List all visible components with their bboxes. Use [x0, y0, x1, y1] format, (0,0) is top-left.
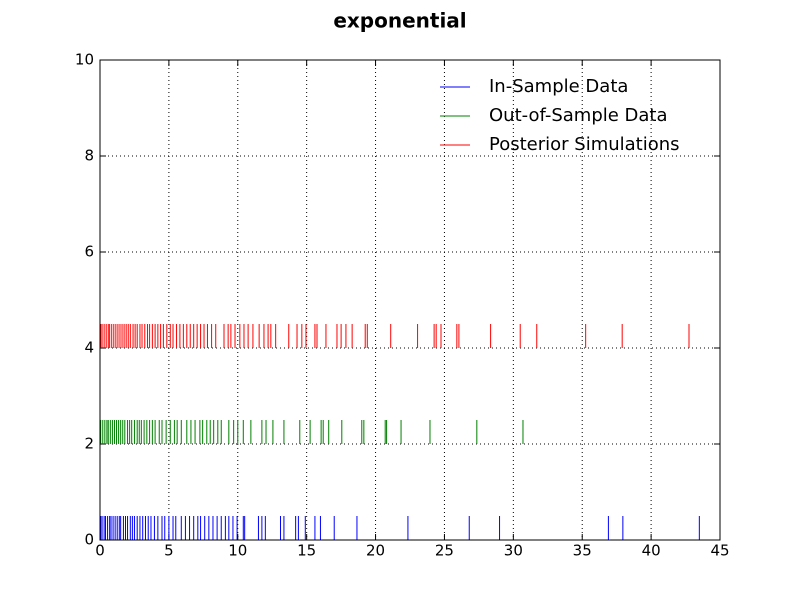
- x-tick-label: 10: [228, 542, 247, 560]
- x-tick-label: 25: [435, 542, 454, 560]
- legend-label: In-Sample Data: [489, 76, 628, 97]
- x-tick-label: 30: [504, 542, 523, 560]
- y-tick-label: 10: [75, 51, 94, 69]
- x-tick-label: 15: [297, 542, 316, 560]
- y-tick-label: 2: [84, 435, 94, 453]
- axes-frame: [99, 59, 721, 541]
- x-tick-label: 40: [642, 542, 661, 560]
- chart-title: exponential: [333, 9, 466, 33]
- y-tick-label: 6: [84, 243, 94, 261]
- x-tick-label: 35: [573, 542, 592, 560]
- y-tick-label: 0: [84, 531, 94, 549]
- x-tick-label: 45: [710, 542, 729, 560]
- legend-label: Out-of-Sample Data: [489, 105, 668, 126]
- x-tick-label: 20: [366, 542, 385, 560]
- x-tick-label: 5: [164, 542, 174, 560]
- y-tick-label: 4: [84, 339, 94, 357]
- x-tick-label: 0: [95, 542, 105, 560]
- legend-label: Posterior Simulations: [489, 134, 680, 155]
- y-tick-label: 8: [84, 147, 94, 165]
